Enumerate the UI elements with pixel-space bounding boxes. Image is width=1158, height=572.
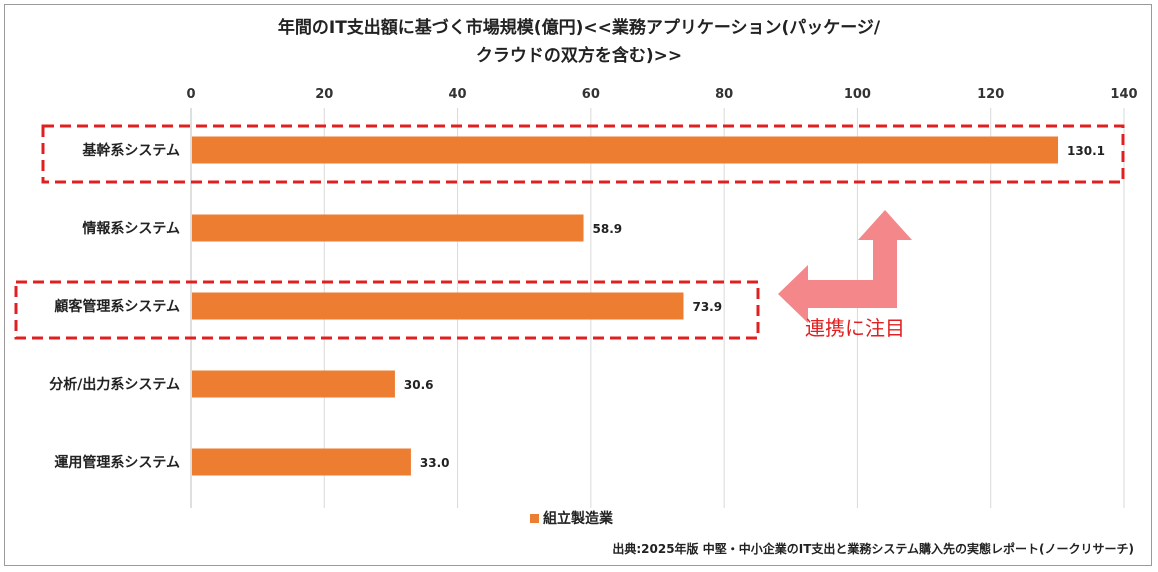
- category-label: 顧客管理系システム: [54, 298, 180, 315]
- chart-title-line-1: 年間のIT支出額に基づく市場規模(億円)<<業務アプリケーション(パッケージ/: [277, 18, 881, 38]
- x-tick-label: 80: [715, 87, 733, 102]
- category-labels: 基幹系システム情報系システム顧客管理系システム分析/出力系システム運用管理系シス…: [49, 142, 180, 471]
- data-labels: 130.1 58.9 73.9 30.6 33.0: [404, 144, 1105, 470]
- legend-swatch: [530, 513, 539, 523]
- data-label: 130.1: [1067, 144, 1105, 158]
- x-tick-label: 120: [977, 87, 1004, 102]
- category-label: 分析/出力系システム: [49, 376, 180, 393]
- x-tick-label: 40: [449, 87, 467, 102]
- bar: [192, 370, 395, 398]
- bars: [192, 136, 1059, 476]
- x-tick-label: 60: [582, 87, 600, 102]
- highlight-box: [14, 280, 760, 340]
- data-label: 30.6: [404, 378, 434, 392]
- x-tick-label: 140: [1110, 87, 1137, 102]
- annotation-arrow: [778, 210, 912, 323]
- chart-title-line-2: クラウドの双方を含む)>>: [475, 46, 683, 66]
- category-label: 運用管理系システム: [54, 454, 180, 471]
- bar: [192, 136, 1059, 164]
- category-label: 情報系システム: [82, 220, 180, 237]
- legend: 組立製造業: [530, 508, 613, 528]
- chart-title: 年間のIT支出額に基づく市場規模(億円)<<業務アプリケーション(パッケージ/ …: [0, 14, 1158, 70]
- bar: [192, 292, 684, 320]
- annotation-text: 連携に注目: [805, 316, 905, 340]
- x-tick-label: 20: [315, 87, 333, 102]
- legend-label: 組立製造業: [543, 511, 613, 527]
- highlight-boxes: [14, 124, 1125, 340]
- highlight-box: [41, 124, 1125, 184]
- x-axis-ticks: 0 20 40 60 80 100 120 140: [186, 87, 1137, 102]
- x-tick-label: 100: [844, 87, 871, 102]
- x-tick-label: 0: [186, 87, 195, 102]
- data-label: 33.0: [420, 456, 450, 470]
- source-note: 出典:2025年版 中堅・中小企業のIT支出と業務システム購入先の実態レポート(…: [612, 542, 1134, 556]
- data-label: 58.9: [593, 222, 623, 236]
- l-shaped-arrow: [778, 210, 912, 323]
- data-label: 73.9: [692, 300, 722, 314]
- bar: [192, 448, 411, 476]
- bar: [192, 214, 584, 242]
- category-label: 基幹系システム: [82, 142, 180, 159]
